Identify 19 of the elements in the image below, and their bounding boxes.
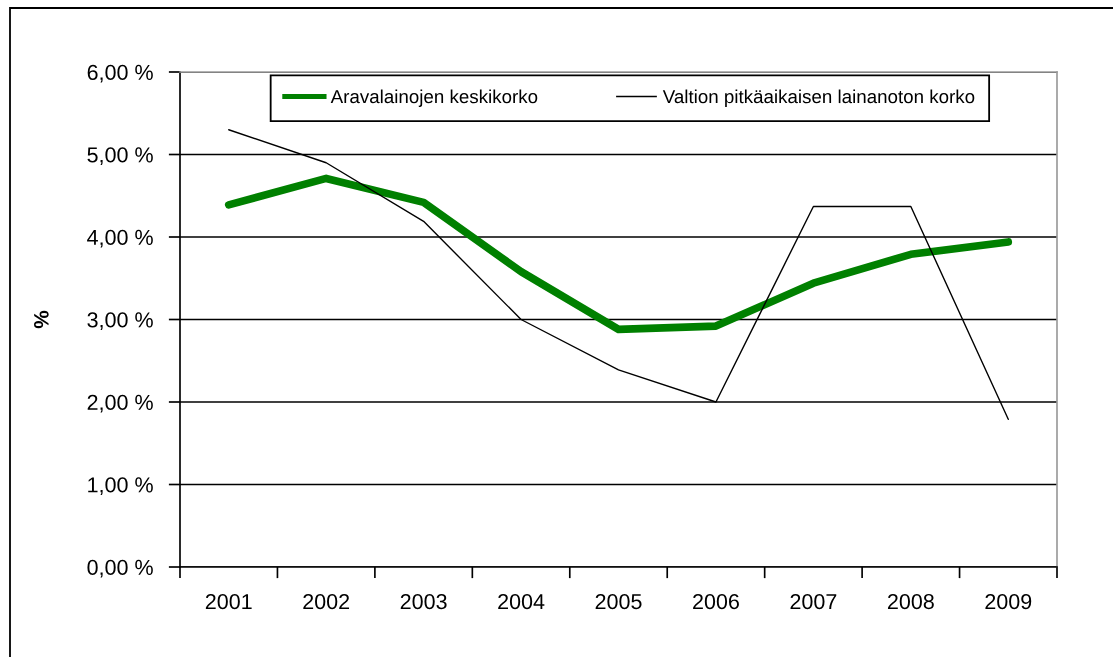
y-tick-label: 0,00 % [87,559,153,578]
x-tick-label: 2002 [303,593,350,610]
y-tick-label: 3,00 % [87,312,153,331]
x-tick-label: 2008 [887,593,934,610]
legend-label: Aravalainojen keskikorko [330,89,538,107]
x-tick-label: 2006 [693,593,739,610]
y-tick-label: 2,00 % [87,394,153,413]
x-tick-label: 2001 [205,593,252,610]
x-tick-label: 2007 [790,593,837,610]
y-tick-label: 5,00 % [87,147,153,166]
y-tick-label: 1,00 % [88,477,153,496]
y-tick-label: 4,00 % [87,229,153,248]
x-tick-label: 2004 [498,593,545,610]
y-tick-label: 6,00 % [87,64,153,83]
y-axis-title: % [34,310,49,329]
x-tick-label: 2005 [595,593,642,610]
x-tick-label: 2009 [985,593,1032,610]
x-tick-label: 2003 [400,593,447,610]
legend-label: Valtion pitkäaikaisen lainanoton korko [662,89,975,107]
